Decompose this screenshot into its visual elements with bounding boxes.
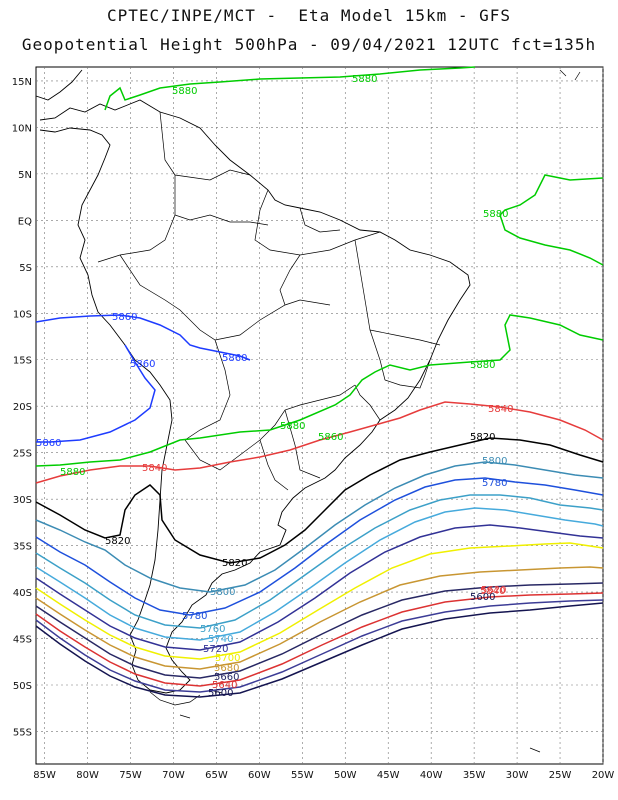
contour-label: 5640	[212, 680, 237, 691]
latitude-label: 5N	[18, 170, 32, 181]
contour-5760	[35, 494, 604, 629]
latitude-label: 15N	[12, 77, 32, 88]
latitude-labels: 15N 10N 5N EQ 5S 10S 15S 20S 25S 30S 35S 40S 45S 50S 5…	[12, 77, 32, 739]
contour-5700	[35, 542, 604, 660]
contour-label: 5860	[36, 438, 61, 449]
contour-label: 5880	[172, 86, 197, 97]
latitude-label: 50S	[13, 681, 32, 692]
latitude-label: 20S	[13, 402, 32, 413]
longitude-label: 85W	[33, 770, 56, 781]
contour-label: 5820	[222, 558, 247, 569]
contour-5880-north	[104, 66, 476, 111]
contour-5880-mid	[35, 314, 604, 467]
contour-label: 5840	[142, 463, 167, 474]
contour-5660	[35, 582, 604, 679]
longitude-label: 45W	[377, 770, 400, 781]
contour-label: 5880	[352, 74, 377, 85]
contour-label: 5860	[112, 312, 137, 323]
longitude-label: 70W	[162, 770, 185, 781]
contour-5860	[35, 314, 251, 443]
central-america-coast	[35, 69, 83, 101]
contour-label: 5620	[481, 585, 506, 596]
contour-5780	[35, 477, 604, 616]
longitude-labels: 85W 80W 75W 70W 65W 60W 55W 50W 45W 40W 35W 30W 25W 2…	[33, 770, 614, 781]
contour-label: 5820	[105, 536, 130, 547]
coastlines-and-borders	[35, 69, 581, 753]
contour-label: 5600	[208, 688, 233, 699]
contour-5620	[35, 599, 604, 693]
longitude-label: 35W	[463, 770, 486, 781]
contour-label: 5600	[470, 592, 495, 603]
map-title-line2: Geopotential Height 500hPa - 09/04/2021 …	[21, 35, 597, 54]
contour-5740	[35, 507, 604, 641]
contour-5880-east	[499, 174, 604, 266]
longitude-label: 50W	[334, 770, 357, 781]
longitude-label: 20W	[592, 770, 615, 781]
contour-5680	[35, 566, 604, 670]
contour-label: 5660	[214, 672, 239, 683]
country-borders	[97, 111, 441, 491]
contour-label: 5800	[210, 587, 235, 598]
contour-label: 5820	[470, 432, 495, 443]
contour-label: 5860	[222, 353, 247, 364]
map-title-line1: CPTEC/INPE/MCT - Eta Model 15km - GFS	[106, 6, 512, 25]
contour-label: 5880	[280, 421, 305, 432]
longitude-label: 80W	[76, 770, 99, 781]
latitude-label: 55S	[13, 727, 32, 738]
latitude-label: EQ	[18, 216, 32, 227]
contour-5640	[35, 592, 604, 687]
contour-labels: 5880 5880 5880 5880 5880 5880 5860 5860 …	[36, 74, 513, 699]
contour-5600	[35, 602, 604, 698]
longitude-label: 40W	[420, 770, 443, 781]
contour-label: 5780	[482, 478, 507, 489]
contour-label: 5720	[203, 644, 228, 655]
contour-label: 5860	[130, 359, 155, 370]
contour-5800	[35, 461, 604, 593]
contour-label: 5880	[60, 467, 85, 478]
contours	[35, 66, 604, 698]
contour-label: 5840	[488, 404, 513, 415]
latitude-label: 35S	[13, 542, 32, 553]
latitude-label: 25S	[13, 449, 32, 460]
longitude-label: 25W	[549, 770, 572, 781]
latitude-label: 45S	[13, 635, 32, 646]
contour-5840	[35, 401, 604, 484]
latitude-label: 40S	[13, 588, 32, 599]
contour-label: 5800	[482, 456, 507, 467]
latitude-label: 30S	[13, 495, 32, 506]
longitude-label: 60W	[248, 770, 271, 781]
contour-label: 5780	[182, 611, 207, 622]
longitude-label: 75W	[119, 770, 142, 781]
latitude-label: 15S	[13, 356, 32, 367]
contour-label: 5700	[215, 653, 240, 664]
longitude-label: 30W	[506, 770, 529, 781]
contour-label: 5880	[483, 209, 508, 220]
latitude-label: 10N	[12, 123, 32, 134]
contour-label: 5860	[318, 432, 343, 443]
longitude-label: 65W	[205, 770, 228, 781]
contour-label: 5680	[214, 663, 239, 674]
contour-label: 5840	[480, 586, 505, 597]
small-islands	[149, 69, 581, 753]
contour-5820	[35, 437, 604, 564]
contour-label: 5880	[470, 360, 495, 371]
contour-5720	[35, 524, 604, 651]
contour-label: 5740	[208, 634, 233, 645]
latitude-label: 10S	[13, 309, 32, 320]
contour-label: 5760	[200, 624, 225, 635]
latitude-label: 5S	[19, 263, 32, 274]
longitude-label: 55W	[291, 770, 314, 781]
